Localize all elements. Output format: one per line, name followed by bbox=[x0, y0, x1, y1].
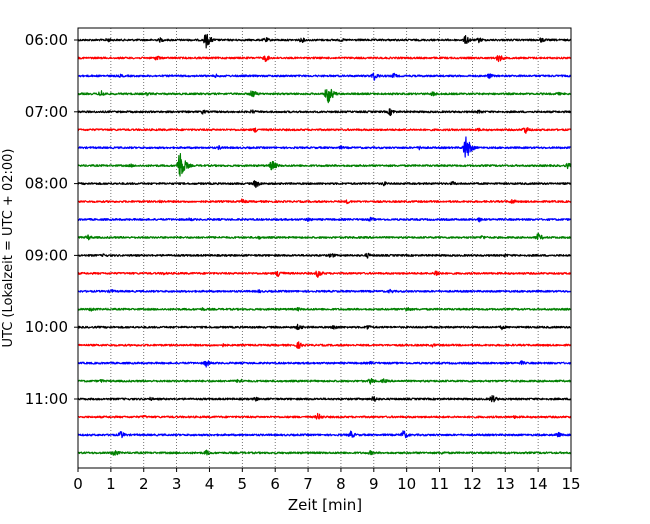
seismic-trace bbox=[77, 88, 572, 104]
seismic-trace bbox=[77, 252, 572, 259]
seismic-trace bbox=[77, 395, 572, 403]
seismic-trace bbox=[77, 323, 572, 331]
seismic-trace bbox=[77, 360, 572, 368]
y-axis-label: UTC (Lokalzeit = UTC + 02:00) bbox=[1, 149, 16, 348]
x-tick-label: 8 bbox=[336, 475, 346, 493]
x-tick-label: 15 bbox=[561, 475, 580, 493]
x-tick-label: 13 bbox=[496, 475, 515, 493]
x-tick-label: 9 bbox=[369, 475, 379, 493]
y-tick-label: 10:00 bbox=[25, 318, 68, 336]
x-tick-label: 11 bbox=[430, 475, 449, 493]
seismic-trace bbox=[77, 55, 572, 63]
x-tick-label: 14 bbox=[529, 475, 548, 493]
seismic-trace bbox=[77, 127, 572, 134]
y-tick-label: 09:00 bbox=[25, 246, 68, 264]
seismic-trace bbox=[77, 216, 572, 223]
seismic-trace bbox=[77, 33, 572, 49]
seismic-trace bbox=[77, 108, 572, 117]
seismic-trace bbox=[77, 152, 572, 177]
seismic-trace bbox=[77, 136, 572, 158]
y-tick-label: 06:00 bbox=[25, 31, 68, 49]
seismic-trace bbox=[77, 378, 572, 385]
grid-lines bbox=[110, 28, 539, 468]
seismic-trace bbox=[77, 306, 572, 312]
x-axis-label: Zeit [min] bbox=[288, 496, 362, 514]
seismic-trace bbox=[77, 341, 572, 350]
y-tick-label: 11:00 bbox=[25, 390, 68, 408]
x-tick-label: 7 bbox=[303, 475, 313, 493]
seismic-trace bbox=[77, 72, 572, 81]
y-tick-label: 08:00 bbox=[25, 175, 68, 193]
x-tick-label: 3 bbox=[172, 475, 182, 493]
x-tick-label: 12 bbox=[463, 475, 482, 493]
seismic-trace bbox=[77, 412, 572, 420]
x-tick-label: 10 bbox=[397, 475, 416, 493]
x-tick-label: 6 bbox=[270, 475, 280, 493]
seismic-traces bbox=[77, 33, 572, 456]
x-tick-label: 0 bbox=[73, 475, 83, 493]
seismic-trace bbox=[77, 198, 572, 205]
x-tick-label: 2 bbox=[139, 475, 149, 493]
x-tick-label: 4 bbox=[205, 475, 215, 493]
plot-frame bbox=[77, 27, 572, 469]
seismic-trace bbox=[77, 288, 572, 294]
seismic-trace bbox=[77, 449, 572, 456]
seismic-trace bbox=[77, 270, 572, 278]
y-axis-ticks: 06:00 07:00 08:00 09:00 10:00 11:00 bbox=[25, 31, 78, 408]
x-tick-label: 1 bbox=[106, 475, 116, 493]
seismic-trace bbox=[77, 232, 572, 241]
x-axis-ticks: 0 1 2 3 4 5 6 7 8 9 10 11 12 13 14 15 bbox=[73, 468, 581, 493]
x-tick-label: 5 bbox=[238, 475, 248, 493]
y-tick-label: 07:00 bbox=[25, 103, 68, 121]
seismic-trace bbox=[77, 430, 572, 439]
seismic-trace bbox=[77, 180, 572, 189]
